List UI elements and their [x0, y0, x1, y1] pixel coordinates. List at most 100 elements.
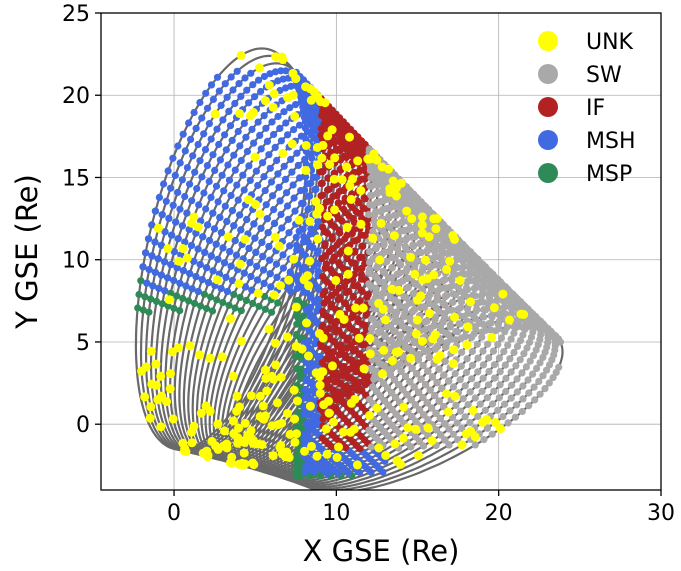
point-unk — [164, 295, 174, 305]
point-sw — [434, 278, 442, 286]
point-msh — [241, 74, 249, 82]
point-sw — [385, 214, 393, 222]
point-msh — [240, 119, 248, 127]
point-msh — [270, 219, 279, 227]
point-msh — [165, 214, 173, 222]
point-if — [330, 169, 338, 177]
point-msh — [290, 126, 298, 134]
point-sw — [523, 344, 531, 352]
point-msh — [212, 182, 221, 190]
point-sw — [433, 304, 441, 313]
point-msh — [239, 171, 247, 179]
point-sw — [464, 309, 472, 317]
point-msh — [300, 288, 308, 296]
point-sw — [397, 331, 405, 339]
point-sw — [399, 218, 407, 226]
point-unk — [185, 341, 195, 351]
point-unk — [430, 330, 440, 340]
point-if — [332, 113, 340, 121]
point-sw — [379, 379, 388, 387]
point-sw — [474, 354, 482, 362]
point-msh — [274, 170, 282, 178]
point-msh — [199, 233, 207, 241]
point-unk — [163, 244, 173, 253]
point-sw — [379, 289, 387, 297]
point-unk — [196, 408, 206, 418]
point-unk — [396, 459, 405, 469]
point-msh — [171, 171, 179, 179]
point-msh — [291, 207, 299, 215]
point-msh — [213, 125, 221, 133]
point-msh — [235, 80, 243, 88]
point-sw — [487, 312, 495, 320]
point-sw — [365, 280, 373, 288]
point-unk — [389, 231, 399, 241]
point-msp — [274, 299, 282, 307]
point-sw — [483, 394, 491, 402]
point-unk — [329, 174, 339, 184]
point-if — [338, 143, 346, 151]
point-if — [321, 264, 329, 272]
point-sw — [477, 283, 485, 291]
point-msh — [157, 241, 165, 249]
point-unk — [413, 450, 423, 460]
point-unk — [297, 344, 307, 354]
point-sw — [441, 293, 449, 301]
point-sw — [444, 249, 452, 257]
point-unk — [178, 438, 188, 448]
point-msh — [198, 173, 206, 181]
point-msh — [173, 264, 181, 272]
point-sw — [478, 387, 486, 395]
point-unk — [468, 406, 478, 415]
point-sw — [397, 367, 405, 375]
point-sw — [407, 396, 415, 404]
point-sw — [395, 239, 403, 248]
point-if — [348, 384, 356, 392]
point-msh — [192, 124, 200, 132]
point-if — [317, 131, 325, 139]
point-msh — [167, 184, 175, 192]
point-if — [342, 209, 350, 217]
point-msp — [213, 296, 221, 304]
point-unk — [358, 303, 368, 313]
point-unk — [300, 446, 309, 456]
point-msh — [288, 168, 296, 176]
point-unk — [323, 211, 333, 221]
point-if — [333, 145, 341, 153]
point-sw — [500, 303, 508, 311]
point-if — [331, 338, 339, 346]
point-if — [321, 228, 329, 236]
point-unk — [420, 255, 430, 265]
point-msh — [221, 80, 229, 88]
point-msh — [230, 151, 238, 159]
point-unk — [239, 448, 249, 458]
point-msp — [135, 290, 143, 299]
point-unk — [251, 200, 261, 209]
point-sw — [463, 355, 471, 363]
point-unk — [255, 209, 265, 219]
point-msh — [293, 149, 301, 157]
point-msh — [203, 162, 211, 170]
point-sw — [431, 392, 439, 400]
point-msh — [256, 131, 264, 139]
point-unk — [376, 218, 386, 228]
point-sw — [497, 334, 506, 342]
point-sw — [464, 401, 472, 409]
point-msh — [269, 192, 277, 200]
point-if — [339, 186, 348, 194]
point-unk — [505, 315, 514, 325]
point-unk — [406, 252, 416, 262]
point-unk — [235, 109, 245, 118]
point-msh — [170, 276, 178, 285]
point-sw — [407, 317, 415, 325]
point-sw — [466, 388, 474, 396]
point-sw — [529, 370, 537, 378]
point-if — [328, 268, 336, 276]
point-msh — [191, 168, 199, 176]
point-sw — [441, 284, 449, 292]
x-tick-label: 10 — [322, 501, 350, 526]
point-unk — [390, 439, 400, 449]
point-if — [348, 203, 356, 212]
point-msh — [196, 98, 204, 107]
point-sw — [535, 324, 543, 332]
